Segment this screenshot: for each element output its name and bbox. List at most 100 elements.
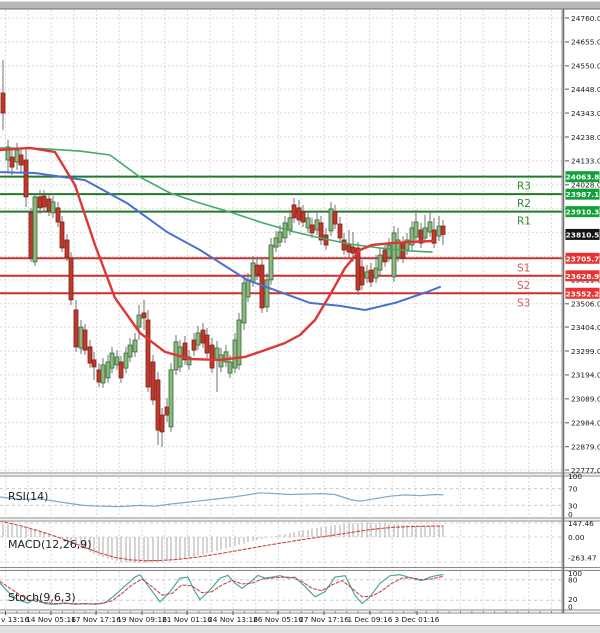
bull-candle xyxy=(264,279,270,308)
bull-candle xyxy=(78,326,84,349)
bear-candle xyxy=(341,239,347,251)
rsi-label: RSI(14) xyxy=(8,490,48,503)
bear-candle xyxy=(346,244,352,253)
resistance-level-label-R2: R2 xyxy=(517,198,531,210)
bull-candle xyxy=(214,347,220,361)
rsi-tick-label: 70 xyxy=(568,485,578,494)
bear-candle xyxy=(191,339,197,351)
resistance-badge-R1 xyxy=(565,206,600,218)
bear-candle xyxy=(332,211,338,225)
bull-candle xyxy=(268,244,274,281)
support-badge-S1-value: 23705.7 xyxy=(566,254,600,263)
bull-candle xyxy=(14,149,20,163)
mid-ma-line xyxy=(0,171,441,311)
time-axis-label: 19 Nov 09:16 xyxy=(117,615,167,624)
bull-candle xyxy=(227,361,233,374)
bear-candle xyxy=(0,92,6,114)
bear-candle xyxy=(254,264,260,276)
bear-candle xyxy=(37,196,43,209)
bear-candle xyxy=(41,195,47,208)
bull-candle xyxy=(232,339,238,369)
resistance-badge-R1-value: 23910.3 xyxy=(566,208,600,217)
bull-candle xyxy=(127,344,133,358)
price-tick-label: 24343.0 xyxy=(571,109,600,118)
bull-candle xyxy=(427,221,433,233)
price-tick-label: 24133.0 xyxy=(571,157,600,166)
bear-candle xyxy=(118,361,124,379)
bull-candle xyxy=(136,314,142,328)
macd-label: MACD(12,26,9) xyxy=(8,538,92,551)
fast-ma-line xyxy=(0,146,434,362)
bull-candle xyxy=(195,332,201,346)
bear-candle xyxy=(159,414,165,433)
time-axis-label: 21 Nov 01:16 xyxy=(162,615,212,624)
bull-candle xyxy=(391,232,397,278)
candles-layer xyxy=(0,59,446,447)
bull-candle xyxy=(109,352,115,369)
bull-candle xyxy=(32,196,38,263)
bear-candle xyxy=(55,207,61,223)
bear-candle xyxy=(318,222,324,241)
time-axis-label: 26 Nov 05:16 xyxy=(253,615,303,624)
resistance-badge-R2 xyxy=(565,188,600,200)
bull-candle xyxy=(186,356,192,366)
support-badge-S3 xyxy=(565,287,600,299)
macd-tick-label: -263.47 xyxy=(568,554,597,563)
support-badge-S1 xyxy=(565,252,600,264)
bear-candle xyxy=(440,225,446,235)
time-axis-label: 27 Nov 17:16 xyxy=(299,615,349,624)
resistance-badge-R3-value: 24063.8 xyxy=(566,173,600,182)
bear-candle xyxy=(359,266,365,286)
bear-candle xyxy=(59,221,65,249)
bull-candle xyxy=(328,208,334,232)
bull-candle xyxy=(364,271,370,279)
bull-candle xyxy=(123,352,129,369)
bull-candle xyxy=(373,267,379,279)
bull-candle xyxy=(413,221,419,238)
bull-candle xyxy=(241,282,247,324)
resistance-badge-R3 xyxy=(565,171,600,183)
rsi-tick-label: 30 xyxy=(568,502,578,511)
bull-candle xyxy=(287,217,293,231)
support-badge-S3-value: 23552.2 xyxy=(566,289,600,298)
rsi-curve xyxy=(0,492,444,508)
bull-candle xyxy=(236,319,242,366)
bull-candle xyxy=(105,361,111,379)
bear-candle xyxy=(200,329,206,344)
bear-candle xyxy=(291,204,297,219)
support-badge-S2 xyxy=(565,270,600,282)
bear-candle xyxy=(155,379,161,431)
price-tick-label: 24550.0 xyxy=(571,62,600,71)
bear-candle xyxy=(382,249,388,263)
bear-candle xyxy=(164,406,170,416)
bear-candle xyxy=(368,269,374,283)
support-level-label-S2: S2 xyxy=(517,280,530,292)
price-badges-layer: 24063.8 23987.1 23910.3 23810.5 23705.7 23628… xyxy=(565,171,600,299)
price-tick-label: 22777.0 xyxy=(571,466,600,475)
support-level-label-S3: S3 xyxy=(517,297,530,309)
bear-candle xyxy=(296,207,302,221)
bear-candle xyxy=(91,359,97,368)
moving-averages-layer xyxy=(0,146,441,362)
macd-tick-label: 147.46 xyxy=(568,519,594,528)
bull-candle xyxy=(436,225,442,237)
stoch-tick-label: 80 xyxy=(568,576,578,585)
time-axis-label: 1 Dec 09:16 xyxy=(347,615,392,624)
bottom-strip xyxy=(0,626,600,633)
bull-candle xyxy=(277,231,283,243)
bull-candle xyxy=(114,356,120,366)
bull-candle xyxy=(305,217,311,229)
resistance-level-label-R3: R3 xyxy=(517,181,531,193)
resistance-level-label-R1: R1 xyxy=(517,216,531,228)
price-tick-label: 23089.0 xyxy=(571,395,600,404)
bear-candle xyxy=(28,212,34,259)
bull-candle xyxy=(50,201,56,214)
price-tick-label: 24448.0 xyxy=(571,85,600,94)
bear-candle xyxy=(141,312,147,319)
current-price-badge xyxy=(565,228,600,240)
bear-candle xyxy=(182,342,188,361)
price-tick-label: 22984.0 xyxy=(571,419,600,428)
